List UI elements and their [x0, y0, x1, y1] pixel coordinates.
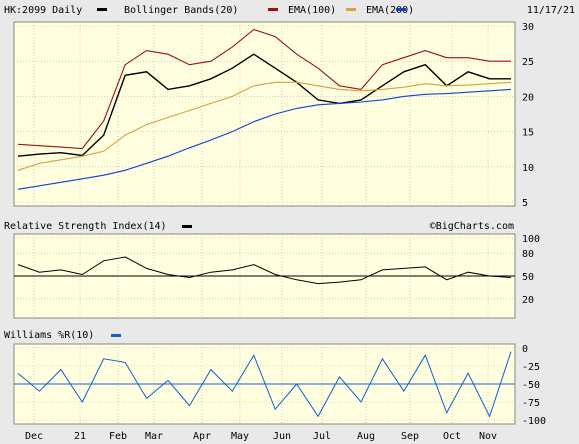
- rsi-panel: Relative Strength Index(14) ©BigCharts.c…: [4, 221, 540, 319]
- x-tick-label: Nov: [479, 431, 497, 442]
- price-grid: [14, 22, 515, 206]
- price-plot-area: [13, 21, 516, 207]
- bollinger-label: Bollinger Bands(20): [124, 5, 238, 16]
- williams-title: Williams %R(10): [4, 330, 94, 341]
- series-line: [17, 256, 512, 285]
- series-line: [17, 28, 511, 150]
- x-tick-label: Feb: [109, 431, 127, 442]
- x-tick-label: 21: [74, 431, 86, 442]
- rsi-title: Relative Strength Index(14): [4, 221, 167, 232]
- y-tick-label: 10: [522, 163, 534, 174]
- y-tick-label: -25: [522, 362, 540, 373]
- series-line: [17, 88, 512, 190]
- x-tick-label: Aug: [357, 431, 375, 442]
- date-label: 11/17/21: [527, 5, 575, 16]
- y-tick-label: 80: [522, 249, 534, 260]
- y-tick-label: 25: [522, 57, 534, 68]
- watermark: ©BigCharts.com: [430, 221, 514, 232]
- price-panel: 5 10 15 20 25 30: [13, 21, 534, 209]
- rsi-y-axis: 20 50 80 100: [522, 234, 540, 306]
- x-tick-label: Dec: [25, 431, 43, 442]
- williams-panel: Williams %R(10) -100 -75 -50 -25 0: [4, 330, 546, 427]
- rsi-legend-swatch: [182, 225, 192, 228]
- ema200-label: EMA(200): [366, 5, 414, 16]
- series-line: [17, 81, 512, 171]
- price-y-axis: 5 10 15 20 25 30: [522, 22, 534, 209]
- ema200-legend-swatch: [396, 8, 406, 11]
- price-series: [17, 28, 512, 190]
- y-tick-label: 0: [522, 344, 528, 355]
- y-tick-label: 5: [522, 198, 528, 209]
- williams-y-axis: -100 -75 -50 -25 0: [522, 344, 546, 427]
- ema100-legend-swatch: [346, 8, 356, 11]
- x-tick-label: Sep: [401, 431, 419, 442]
- series-line: [17, 351, 512, 418]
- bollinger-legend-swatch: [268, 8, 278, 11]
- y-tick-label: 30: [522, 22, 534, 33]
- rsi-grid: [14, 234, 515, 318]
- y-tick-label: -50: [522, 380, 540, 391]
- williams-series: [17, 351, 512, 418]
- price-header: HK:2099 Daily Bollinger Bands(20) EMA(10…: [4, 5, 575, 16]
- series-line: [17, 53, 511, 157]
- x-tick-label: Mar: [145, 431, 163, 442]
- price-legend-swatch: [97, 8, 107, 11]
- y-tick-label: -75: [522, 398, 540, 409]
- x-tick-label: Apr: [193, 431, 211, 442]
- ema100-label: EMA(100): [288, 5, 336, 16]
- x-tick-label: Jun: [273, 431, 291, 442]
- x-tick-label: May: [231, 431, 249, 442]
- x-tick-label: Oct: [443, 431, 461, 442]
- x-axis-labels: Dec 21 Feb Mar Apr May Jun Jul Aug Sep Oct Nov: [25, 431, 497, 442]
- x-tick-label: Jul: [313, 431, 331, 442]
- y-tick-label: 20: [522, 295, 534, 306]
- symbol-label: HK:2099 Daily: [4, 5, 82, 16]
- williams-grid: [14, 344, 515, 424]
- williams-legend-swatch: [111, 334, 121, 337]
- y-tick-label: 50: [522, 272, 534, 283]
- y-tick-label: -100: [522, 416, 546, 427]
- y-tick-label: 20: [522, 92, 534, 103]
- rsi-series: [17, 256, 512, 285]
- y-tick-label: 15: [522, 128, 534, 139]
- y-tick-label: 100: [522, 234, 540, 245]
